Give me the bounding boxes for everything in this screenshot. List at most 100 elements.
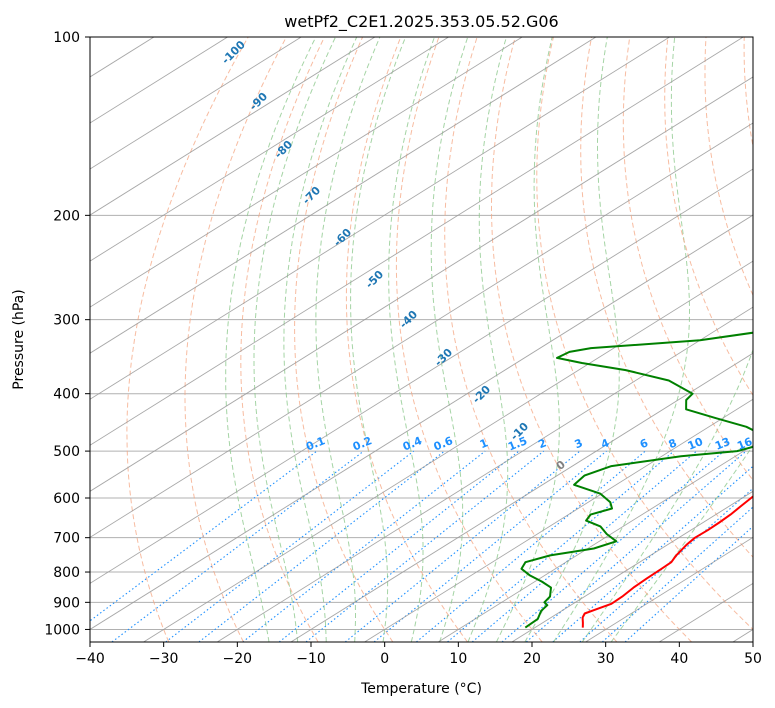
y-tick-label: 100 (53, 30, 80, 46)
dry-adiabat-line (704, 37, 753, 297)
moist-adiabat-line (283, 37, 358, 642)
x-tick-label: 40 (670, 651, 688, 667)
x-tick-label: 20 (523, 651, 541, 667)
moist-adiabat-line (430, 37, 469, 642)
mixing-ratio-label: 0.6 (432, 434, 455, 453)
x-axis: −40 −30 −20 −10 0 10 20 30 40 50 (75, 642, 762, 667)
mixing-ratio-line (242, 450, 486, 642)
profile-series (520, 331, 753, 629)
isotherm-grid (90, 37, 753, 642)
isotherm-line (90, 168, 753, 584)
isotherm-line (659, 582, 753, 642)
mixing-ratio-line (447, 450, 675, 642)
moist-adiabat-line (495, 37, 560, 642)
mixing-ratio-line (111, 450, 365, 642)
mixing-ratio-line (278, 450, 520, 642)
dry-adiabat-line (664, 37, 753, 397)
dry-adiabat-line (491, 37, 692, 642)
dry-adiabat-line (395, 37, 543, 642)
x-tick-label: 50 (744, 651, 762, 667)
moist-adiabat-line (467, 37, 509, 642)
moist-adiabat-label: -50 (363, 268, 386, 291)
isotherm-line (90, 214, 753, 630)
mixing-ratio-line (415, 450, 646, 642)
isotherm-line (217, 306, 753, 642)
dry-adiabat-line (743, 37, 753, 149)
y-axis-title: Pressure (hPa) (11, 289, 27, 389)
moist-adiabat-line (388, 37, 435, 642)
mixing-ratio-line (165, 450, 415, 642)
moist-adiabat-line (350, 37, 407, 642)
mixing-ratio-line (501, 450, 725, 642)
mixing-ratio-label: 10 (686, 435, 705, 453)
dry-adiabat-line (184, 37, 287, 642)
mixing-ratio-label: 6 (638, 436, 650, 451)
plot-frame (89, 36, 754, 643)
moist-adiabat-line (315, 37, 381, 642)
isotherm-line (90, 37, 523, 308)
isotherm-line (732, 628, 753, 642)
moist-adiabat-line (581, 348, 753, 642)
isotherm-line (364, 398, 753, 642)
moist-adiabat-label: -60 (331, 226, 354, 249)
x-tick-label: −20 (223, 651, 253, 667)
isotherm-line (511, 490, 753, 642)
y-tick-label: 800 (53, 565, 80, 581)
y-tick-label: 600 (53, 491, 80, 507)
x-tick-label: 10 (449, 651, 467, 667)
dry-adiabat-line (126, 37, 249, 642)
isotherm-line (90, 37, 597, 354)
y-tick-label: 500 (53, 444, 80, 460)
x-tick-label: 30 (597, 651, 615, 667)
y-axis: 1000 900 800 700 600 500 400 300 200 100 (44, 30, 90, 638)
mixing-ratio-label: 8 (667, 436, 679, 451)
mixing-ratio-line (525, 450, 747, 642)
moist-adiabat-label: -90 (247, 90, 270, 113)
isotherm-line (143, 260, 753, 642)
mixing-ratio-label: 20 (759, 435, 775, 453)
isotherm-line (585, 536, 753, 642)
y-tick-label: 400 (53, 387, 80, 403)
moist-adiabat-label: -20 (470, 383, 493, 406)
x-tick-label: 0 (380, 651, 389, 667)
y-tick-label: 1000 (44, 622, 80, 638)
y-tick-label: 900 (53, 595, 80, 611)
mixing-ratio-line (601, 506, 753, 642)
dewpoint-line (520, 331, 753, 629)
x-tick-label: −40 (75, 651, 105, 667)
mixing-ratio-line (471, 450, 697, 642)
mixing-ratio-label: 13 (713, 435, 732, 453)
mixing-ratio-label: 2 (536, 436, 548, 451)
moist-adiabat-label: -40 (397, 308, 420, 331)
mixing-ratio-lines (90, 450, 753, 642)
dry-adiabat-line (580, 37, 753, 558)
moist-adiabats (225, 37, 753, 642)
isotherm-line (90, 37, 376, 216)
mixing-ratio-label: 1 (478, 436, 490, 451)
isotherm-line (438, 444, 753, 642)
isotherm-line (90, 76, 753, 492)
isotherm-line (290, 352, 753, 642)
chart-title: wetPf2_C2E1.2025.353.05.52.G06 (284, 12, 558, 32)
isotherm-line (90, 122, 753, 538)
moist-adiabat-label: -30 (432, 346, 455, 369)
isotherm-line (90, 37, 744, 446)
y-tick-label: 700 (53, 531, 80, 547)
dry-adiabat-line (240, 37, 325, 642)
x-tick-label: −30 (149, 651, 179, 667)
dry-adiabat-label: 10 (770, 498, 775, 518)
isotherm-line (90, 37, 228, 124)
dry-adiabat-line (622, 37, 753, 481)
mixing-ratio-line (344, 450, 581, 642)
mixing-ratio-label: 16 (735, 435, 754, 453)
mixing-ratio-label: 3 (573, 436, 585, 451)
mixing-ratio-line (305, 450, 545, 642)
moist-adiabat-line (253, 37, 337, 642)
dry-adiabat-line (345, 37, 468, 642)
dry-adiabat-line (444, 37, 618, 642)
isobar-grid (90, 37, 753, 630)
dry-adiabat-line (536, 37, 753, 631)
temperature-line (581, 495, 753, 628)
mixing-ratio-line (579, 487, 753, 642)
